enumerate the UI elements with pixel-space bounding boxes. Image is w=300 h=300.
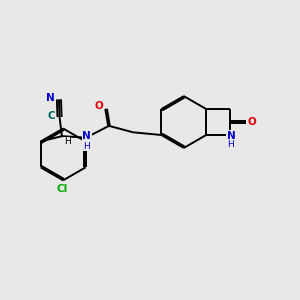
Text: O: O [248, 117, 256, 127]
Text: N: N [82, 131, 91, 142]
Text: H: H [64, 137, 70, 146]
Text: C: C [47, 111, 55, 122]
Text: O: O [94, 101, 103, 111]
Text: H: H [83, 142, 90, 151]
Text: Cl: Cl [56, 184, 67, 194]
Text: H: H [228, 140, 234, 149]
Text: N: N [226, 130, 235, 141]
Text: N: N [46, 94, 55, 103]
